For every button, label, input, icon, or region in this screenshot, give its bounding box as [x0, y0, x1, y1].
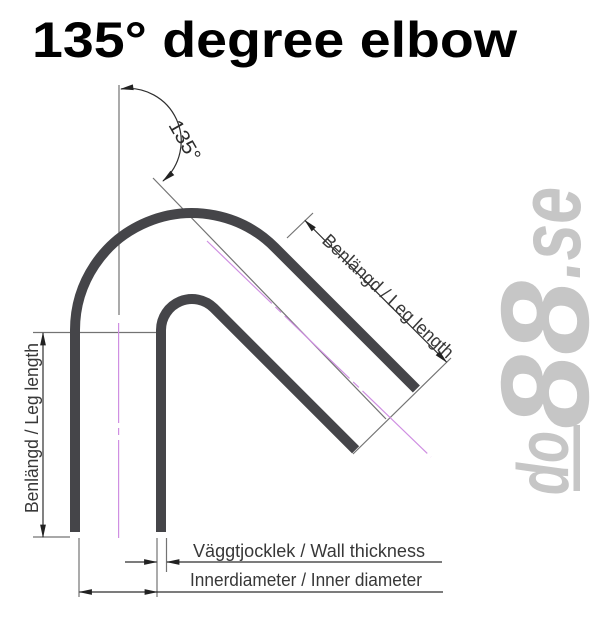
leg-end-extension-line [352, 357, 452, 455]
inner-diameter-label: Innerdiameter / Inner diameter [190, 569, 422, 590]
wall-thickness-label: Väggtjocklek / Wall thickness [193, 540, 425, 561]
tube-outer-wall [70, 208, 420, 532]
watermark-underline [573, 425, 580, 491]
watermark-suffix: .se [500, 187, 599, 279]
vertical-leg-length-label: Benlängd / Leg length [21, 343, 42, 513]
elbow-tube [70, 208, 420, 532]
leg-start-extension-tick [286, 212, 314, 239]
watermark-prefix: do [504, 431, 584, 495]
angle-diagonal-extension-line [152, 177, 387, 420]
diagonal-leg-centerline [206, 240, 432, 458]
diagonal-leg-length-dimension-line [304, 219, 448, 363]
angle-dimension-arc [120, 84, 182, 182]
construction-lines [33, 85, 452, 597]
page-title: 135° degree elbow [32, 12, 517, 68]
dimension-labels: 135° Benlängd / Leg length Benlängd / Le… [21, 117, 458, 591]
angle-value-label: 135° [164, 117, 205, 166]
tube-inner-wall [156, 294, 360, 532]
watermark-logo: do 88 .se [476, 187, 600, 495]
dimension-lines [40, 84, 448, 595]
diagonal-leg-length-label: Benlängd / Leg length [318, 230, 458, 363]
watermark-number: 88 [476, 280, 600, 429]
